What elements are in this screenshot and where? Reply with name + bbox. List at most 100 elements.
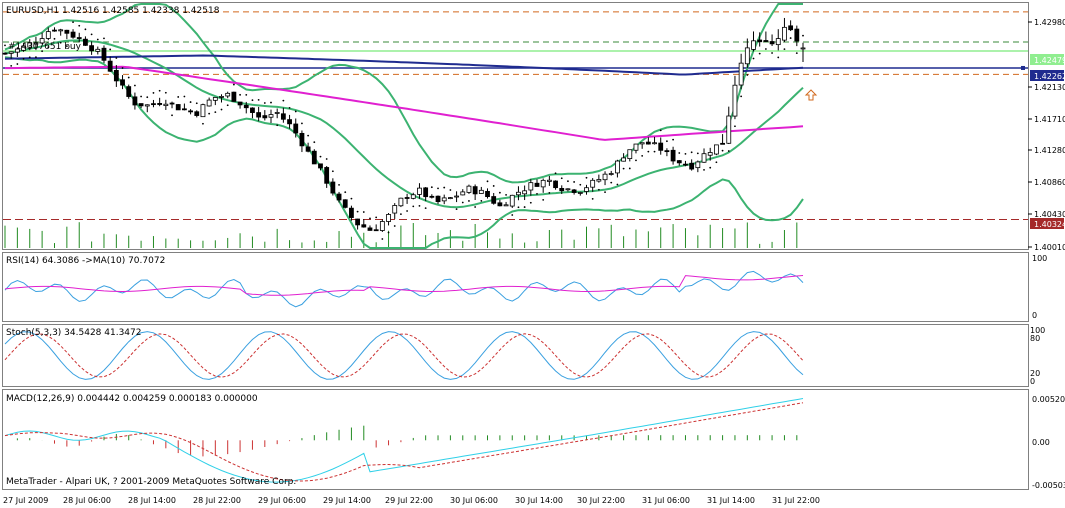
price-tick: 1.40860 — [1034, 178, 1065, 187]
sar-dot — [96, 38, 99, 41]
sar-dot — [628, 167, 631, 170]
sar-dot — [282, 99, 285, 102]
candle-body — [64, 29, 70, 34]
sar-dot — [78, 24, 81, 27]
sar-dot — [208, 112, 211, 115]
sar-dot — [164, 91, 167, 94]
sar-dot — [777, 56, 780, 59]
candle-body — [305, 146, 311, 152]
candle-body — [293, 123, 299, 134]
price-tick: 1.41710 — [1034, 115, 1065, 124]
candle-body — [689, 162, 695, 170]
candle-body — [633, 143, 639, 151]
stoch-signal-line — [4, 333, 804, 378]
stoch-label: Stoch(5,3,3) 34.5428 41.3472 — [6, 328, 141, 338]
sar-dot — [35, 56, 37, 59]
macd-tick: 0.00520 — [1032, 395, 1065, 404]
sar-dot — [659, 129, 662, 132]
sar-dot — [542, 198, 545, 201]
stoch-pane[interactable] — [2, 324, 1029, 387]
sar-dot — [270, 101, 272, 104]
rsi-tick: 100 — [1032, 254, 1047, 263]
sar-dot — [505, 194, 507, 196]
candle-body — [144, 104, 150, 107]
sar-dot — [344, 191, 347, 194]
sar-dot — [134, 84, 136, 87]
candle-body — [14, 48, 20, 53]
candlesticks — [2, 17, 806, 232]
candle-body — [540, 179, 546, 188]
candle-body — [447, 197, 453, 200]
sar-dot — [641, 154, 644, 157]
sar-dot — [498, 191, 501, 194]
candle-body — [683, 163, 688, 166]
sar-dot — [529, 201, 532, 204]
candle-body — [602, 173, 608, 181]
sar-dot — [511, 214, 514, 216]
sar-dot — [597, 188, 600, 191]
candle-body — [101, 47, 107, 61]
candle-body — [52, 29, 57, 32]
candle-body — [720, 142, 725, 145]
candle-body — [151, 103, 156, 106]
order-marker — [1021, 65, 1025, 70]
order-label[interactable]: #14307651 buy — [8, 42, 82, 52]
symbol-info: EURUSD,H1 1.42516 1.42585 1.42338 1.4251… — [6, 6, 220, 16]
candle-body — [45, 31, 51, 39]
candle-body — [627, 149, 633, 159]
sar-dot — [47, 46, 50, 49]
candle-body — [237, 101, 243, 106]
sar-dot — [387, 231, 390, 234]
macd-lines — [4, 398, 804, 483]
candle-body — [441, 197, 447, 202]
sar-dot — [443, 186, 446, 189]
candle-body — [596, 179, 602, 182]
candle-body — [639, 142, 645, 145]
candle-body — [621, 157, 627, 162]
candle-body — [590, 179, 596, 188]
candle-body — [318, 163, 323, 169]
sar-dot — [783, 48, 786, 51]
sar-dot — [560, 177, 563, 180]
candle-body — [95, 48, 101, 52]
order-price-text: 1.42262 — [1034, 72, 1065, 81]
candle-body — [615, 160, 620, 174]
sar-dot — [313, 141, 316, 144]
sar-dot — [610, 181, 613, 184]
candle-body — [225, 92, 231, 97]
candle-body — [367, 227, 373, 231]
candle-body — [491, 196, 497, 204]
candle-body — [107, 60, 113, 72]
candle-body — [33, 42, 39, 45]
macd-pane[interactable] — [2, 389, 1029, 490]
time-tick: 30 Jul 22:00 — [577, 496, 625, 505]
candle-body — [349, 207, 354, 218]
candle-body — [299, 132, 305, 147]
rsi-pane[interactable] — [2, 252, 1029, 322]
rsi-label: RSI(14) 64.3086 ->MA(10) 70.7072 — [6, 256, 165, 266]
low-price-tag — [1030, 218, 1064, 229]
sar-dot — [325, 158, 328, 160]
sar-dot — [653, 150, 656, 153]
candle-body — [695, 161, 701, 169]
sar-dot — [789, 37, 792, 39]
price-pane[interactable] — [2, 2, 1029, 250]
stoch-tick: 100 — [1030, 326, 1045, 335]
candle-body — [559, 188, 565, 192]
rsi-lines — [4, 270, 804, 308]
sar-dot — [220, 108, 223, 111]
sar-dot — [294, 110, 297, 113]
sar-dot — [177, 96, 180, 98]
up-arrow-icon — [804, 89, 818, 101]
sar-dot — [758, 52, 761, 55]
axis-ticks — [1028, 21, 1032, 248]
sar-dot — [72, 21, 74, 24]
sar-dot — [684, 152, 687, 155]
sar-dot — [412, 205, 415, 208]
candle-body — [713, 144, 719, 155]
sar-dot — [486, 180, 489, 183]
copyright-text: MetaTrader - Alpari UK, ? 2001-2009 Meta… — [6, 477, 296, 487]
candle-body — [429, 195, 435, 198]
macd-main-line — [4, 398, 804, 483]
